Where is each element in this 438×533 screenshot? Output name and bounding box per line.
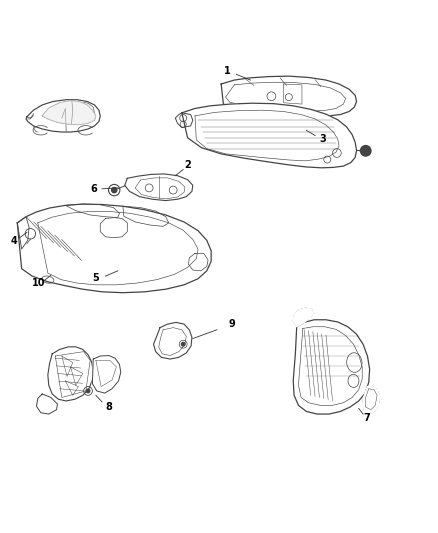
Polygon shape [17,204,211,293]
Circle shape [181,343,185,346]
Text: 7: 7 [363,414,370,423]
Polygon shape [42,101,96,125]
Text: 8: 8 [106,402,113,412]
Polygon shape [153,322,192,359]
Text: 1: 1 [223,66,230,76]
Polygon shape [293,308,313,327]
Text: 6: 6 [90,184,97,194]
Circle shape [112,188,117,193]
Text: 10: 10 [32,278,46,288]
Text: 2: 2 [184,160,191,170]
Circle shape [360,146,371,156]
Polygon shape [221,76,357,116]
Polygon shape [175,113,193,128]
Polygon shape [17,217,29,249]
Polygon shape [293,320,370,414]
Polygon shape [363,386,380,414]
Circle shape [86,389,90,393]
Text: 4: 4 [11,236,17,246]
Polygon shape [182,103,357,168]
Polygon shape [125,174,193,200]
Polygon shape [26,100,100,132]
Polygon shape [92,356,121,393]
Polygon shape [48,347,93,401]
Text: 5: 5 [92,273,99,283]
Text: 3: 3 [320,134,326,144]
Polygon shape [36,394,57,414]
Text: 9: 9 [229,319,236,329]
